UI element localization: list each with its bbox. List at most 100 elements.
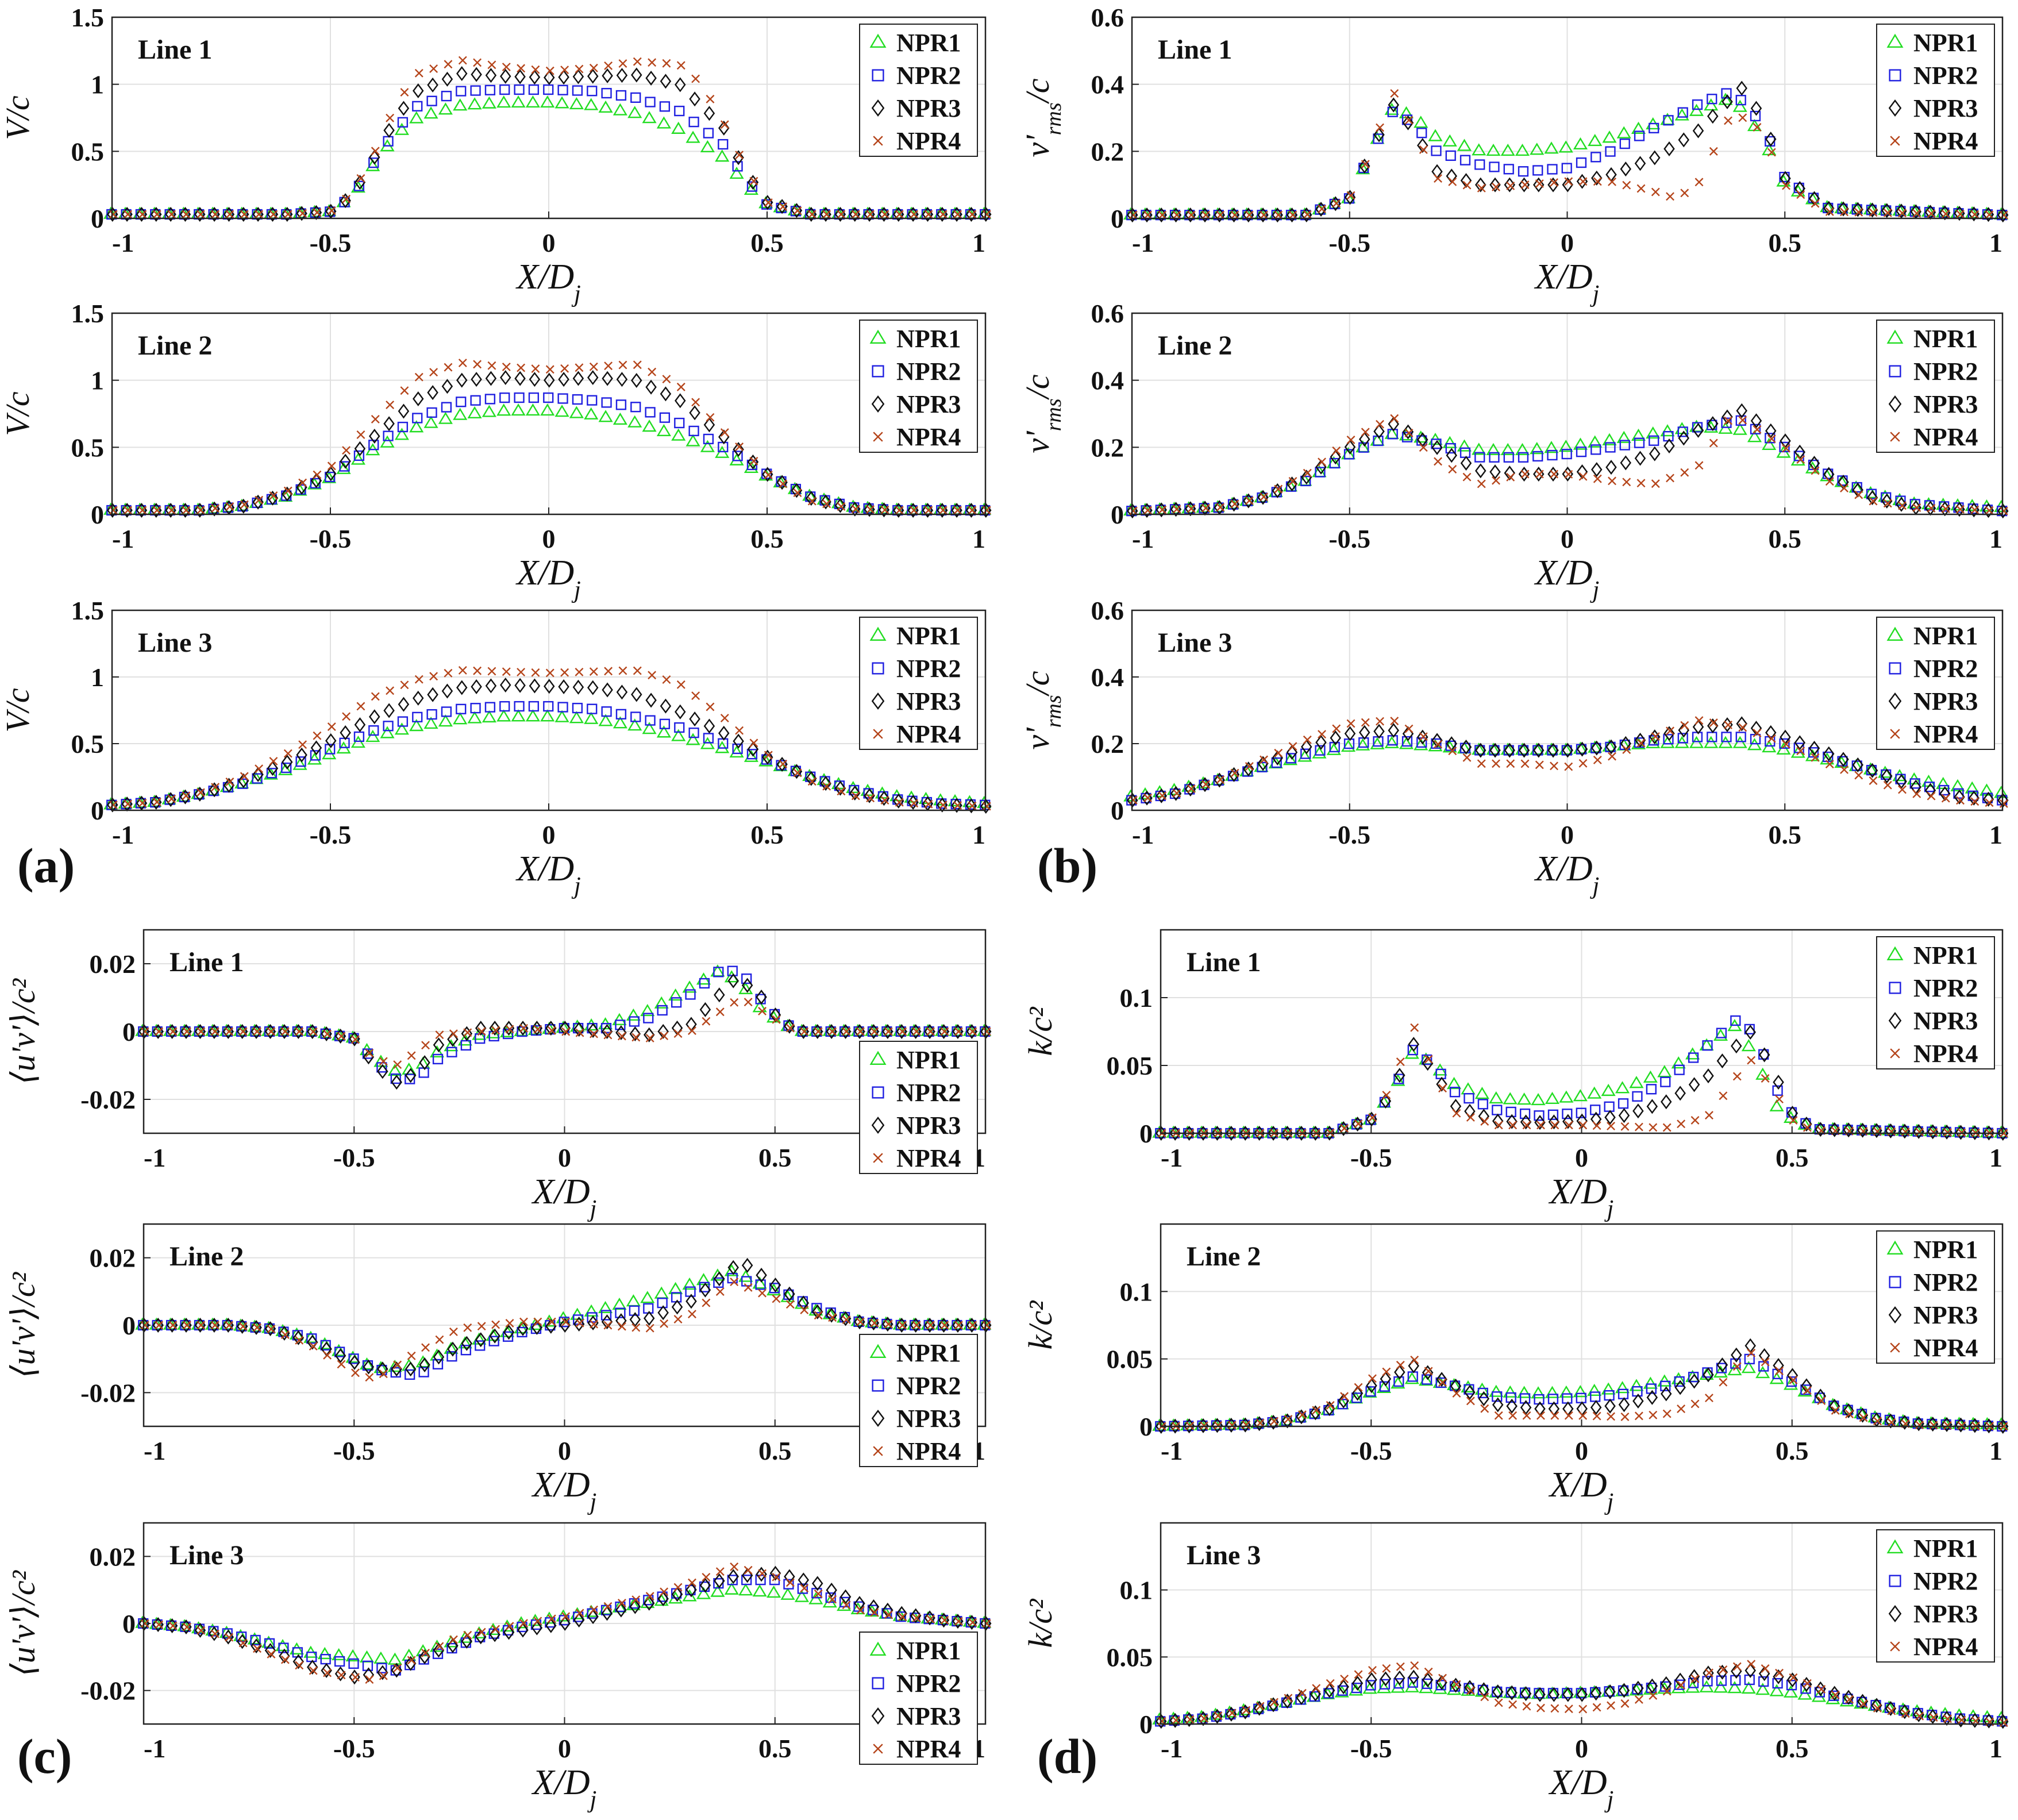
- data-point: [547, 1026, 556, 1035]
- data-point: [600, 1310, 612, 1321]
- data-point: [1636, 184, 1646, 193]
- data-point: [1620, 1412, 1630, 1421]
- data-point: [279, 1648, 290, 1664]
- data-point: [345, 1649, 360, 1661]
- data-point: [502, 1331, 514, 1342]
- data-point: [463, 1323, 472, 1332]
- data-point: [1396, 1360, 1405, 1369]
- chart-title: Line 2: [1158, 330, 1232, 361]
- data-point: [660, 698, 672, 714]
- data-point: [397, 421, 409, 433]
- data-point: [359, 1357, 375, 1370]
- data-point: [1719, 1091, 1728, 1101]
- legend-box: [859, 1334, 978, 1467]
- data-point: [1550, 761, 1558, 771]
- data-point: [982, 210, 991, 219]
- data-point: [685, 434, 700, 447]
- data-point: [878, 791, 890, 806]
- x-tick-label: 0.5: [1776, 1143, 1809, 1172]
- legend-box: [1876, 320, 1995, 453]
- y-axis-label: v'rms/c: [1019, 671, 1066, 749]
- data-point: [517, 64, 526, 73]
- data-point: [557, 702, 568, 713]
- data-point: [1915, 1711, 1924, 1721]
- data-point: [446, 1046, 457, 1057]
- data-point: [1927, 791, 1936, 801]
- data-point: [1677, 733, 1688, 744]
- data-point: [325, 733, 337, 748]
- data-point: [851, 791, 860, 801]
- data-point: [631, 1033, 641, 1042]
- data-point: [1643, 1376, 1658, 1389]
- plot-frame: [1160, 1522, 2004, 1725]
- data-point: [544, 70, 555, 85]
- data-point: [702, 1298, 711, 1307]
- data-point: [1750, 101, 1762, 116]
- data-point: [696, 1587, 711, 1599]
- data-point: [1678, 430, 1690, 446]
- x-axis-label-subscript: j: [571, 281, 581, 307]
- data-point: [418, 1367, 429, 1377]
- data-point: [1718, 421, 1733, 434]
- data-point: [756, 1268, 767, 1283]
- data-point: [688, 1026, 696, 1035]
- data-point: [463, 1630, 472, 1640]
- data-point: [1618, 1108, 1630, 1123]
- data-point: [371, 692, 380, 701]
- y-tick-label: 0.6: [1091, 596, 1124, 625]
- data-point: [369, 709, 380, 725]
- data-point: [414, 372, 423, 382]
- data-point: [1632, 1394, 1644, 1409]
- data-point: [337, 1671, 346, 1680]
- data-point: [554, 405, 569, 417]
- data-point: [1452, 1109, 1461, 1118]
- data-point: [1738, 113, 1747, 122]
- data-point: [682, 1589, 697, 1602]
- data-point: [808, 1592, 823, 1604]
- data-point: [1873, 1127, 1882, 1136]
- data-point: [1831, 1690, 1840, 1699]
- data-point: [1796, 747, 1805, 756]
- data-point: [820, 776, 831, 791]
- x-tick-label: -0.5: [310, 524, 352, 553]
- legend-marker: [1889, 69, 1901, 82]
- data-point: [573, 1316, 585, 1332]
- data-point: [210, 1321, 219, 1330]
- data-point: [1590, 444, 1601, 455]
- data-point: [675, 393, 686, 409]
- legend-label: NPR4: [896, 423, 961, 451]
- data-point: [604, 61, 613, 70]
- data-point: [225, 1027, 234, 1036]
- data-point: [482, 96, 496, 109]
- data-point: [369, 429, 380, 444]
- data-point: [484, 84, 496, 95]
- legend-label: NPR1: [896, 325, 961, 353]
- data-point: [601, 706, 612, 717]
- data-point: [449, 1029, 458, 1038]
- data-point: [1722, 94, 1733, 110]
- data-point: [1445, 150, 1456, 161]
- data-point: [1404, 724, 1414, 733]
- data-point: [714, 1271, 725, 1287]
- y-tick-label: 0: [1139, 1412, 1153, 1441]
- data-point: [109, 801, 118, 810]
- data-point: [1851, 482, 1862, 493]
- x-tick-label: -1: [1132, 228, 1154, 257]
- data-point: [1704, 736, 1719, 748]
- x-tick-label: 1: [1989, 524, 2002, 553]
- data-point: [659, 412, 671, 423]
- data-point: [441, 91, 452, 102]
- data-point: [1478, 1391, 1490, 1406]
- data-point: [668, 988, 683, 1001]
- data-point: [1390, 414, 1399, 423]
- data-point: [1260, 492, 1268, 502]
- data-point: [529, 372, 541, 387]
- data-point: [851, 505, 860, 514]
- y-axis-label: v'rms/c: [1019, 78, 1066, 157]
- chart-title: Line 2: [1187, 1241, 1261, 1272]
- data-point: [1680, 721, 1689, 730]
- data-point: [1354, 1383, 1363, 1392]
- data-point: [267, 1027, 276, 1036]
